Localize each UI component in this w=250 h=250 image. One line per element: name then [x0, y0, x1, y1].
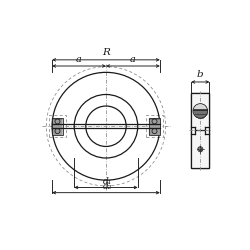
Bar: [191, 92, 210, 168]
Text: a: a: [76, 55, 82, 64]
Text: d₂: d₂: [103, 182, 113, 191]
Bar: [191, 92, 210, 130]
Bar: [191, 130, 210, 168]
Text: a: a: [130, 55, 136, 64]
Bar: [146, 115, 162, 137]
Bar: [52, 118, 63, 135]
Bar: [191, 92, 210, 168]
Text: b: b: [197, 70, 203, 80]
Circle shape: [193, 104, 208, 118]
Bar: [149, 118, 160, 135]
Text: d₁: d₁: [103, 177, 113, 186]
Text: R: R: [102, 48, 110, 57]
Bar: [50, 115, 66, 137]
